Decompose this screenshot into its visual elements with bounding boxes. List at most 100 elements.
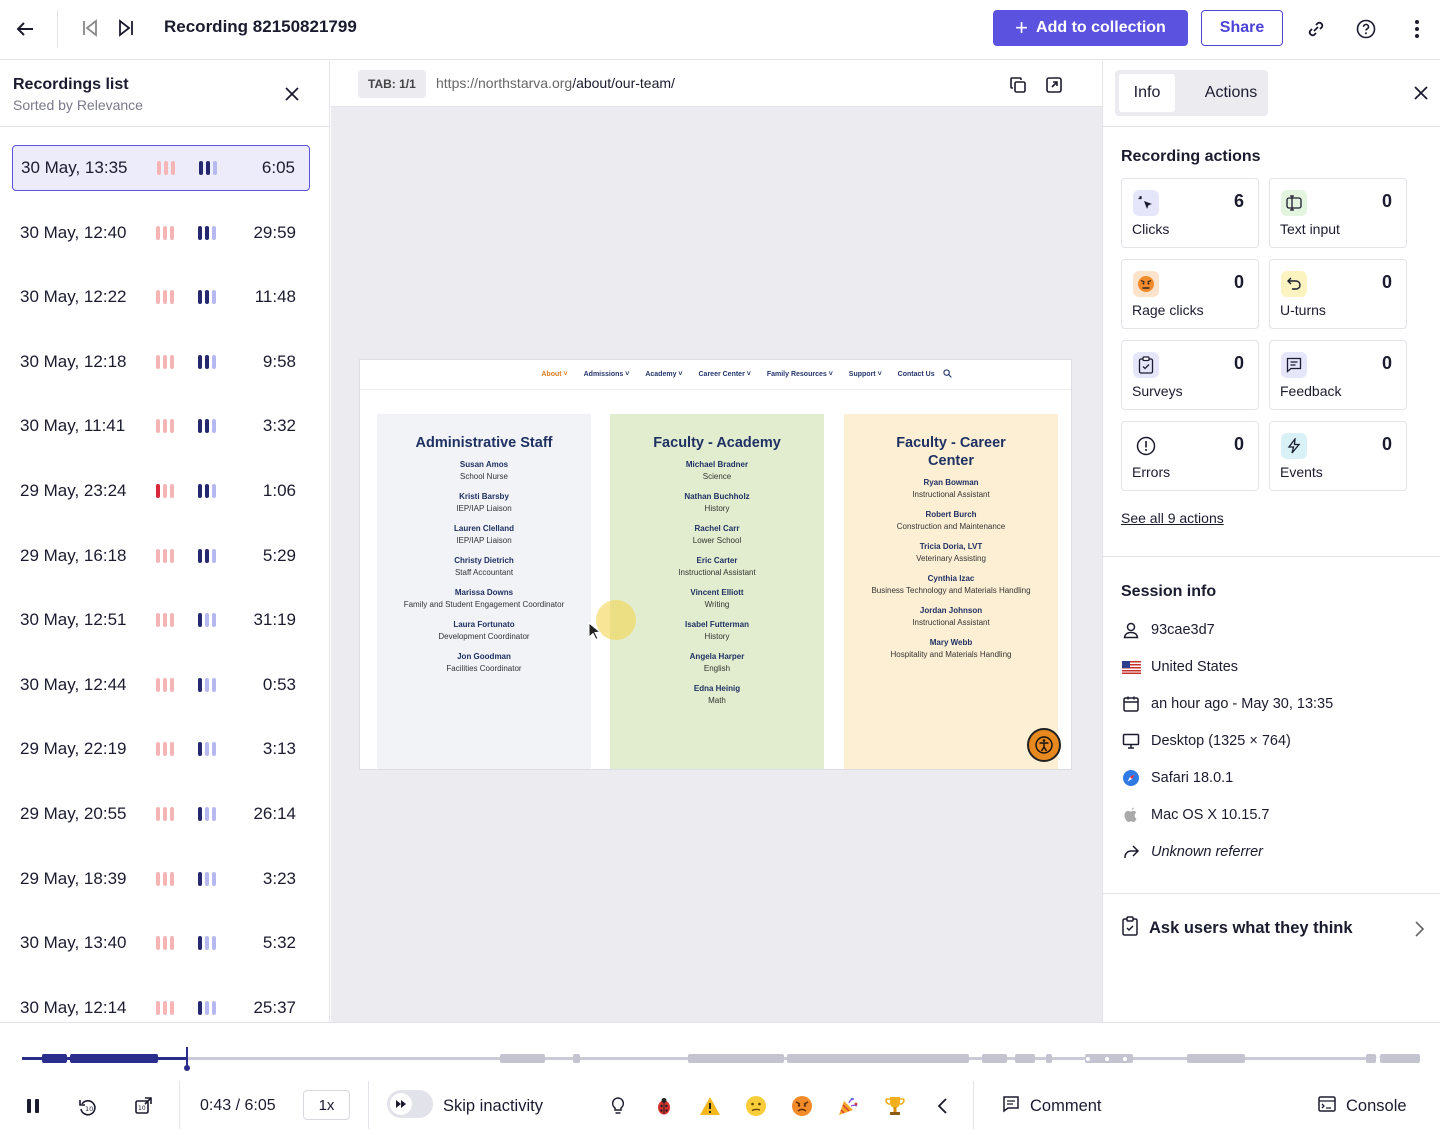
recording-item[interactable]: 30 May, 12:22 11:48 [12, 274, 310, 320]
recording-item[interactable]: 29 May, 23:24 1:06 [12, 468, 310, 514]
indicator-bar [198, 871, 202, 886]
speed-selector[interactable]: 1x [303, 1090, 350, 1120]
timeline-activity-segment [1380, 1054, 1420, 1063]
action-count: 0 [1381, 191, 1392, 211]
forward-10-icon[interactable]: 10 [130, 1093, 156, 1119]
recording-date: 30 May, 13:35 [21, 158, 128, 177]
indicator-bar [163, 225, 167, 240]
pause-icon[interactable] [20, 1093, 46, 1119]
recording-duration: 5:32 [262, 933, 296, 953]
frustration-bars [156, 548, 198, 563]
see-all-actions-link[interactable]: See all 9 actions [1121, 510, 1224, 526]
timeline-event-marker [1105, 1057, 1109, 1061]
recording-item[interactable]: 30 May, 12:44 0:53 [12, 662, 310, 708]
playhead[interactable] [186, 1047, 188, 1067]
action-card-events[interactable]: 0 Events [1269, 421, 1407, 491]
trophy-icon[interactable] [882, 1093, 908, 1119]
previous-recording-icon[interactable] [78, 16, 102, 40]
action-card-errors[interactable]: 0 Errors [1121, 421, 1259, 491]
recording-item[interactable]: 29 May, 16:18 5:29 [12, 533, 310, 579]
staff-name: Cynthia Izac [927, 574, 975, 583]
indicator-bar [205, 354, 209, 369]
staff-name: Rachel Carr [694, 524, 740, 533]
staff-name: Angela Harper [689, 652, 745, 661]
action-card-clicks[interactable]: 6 Clicks [1121, 178, 1259, 248]
indicator-bar [212, 548, 216, 563]
action-label: Clicks [1132, 221, 1170, 237]
activity-bars [199, 161, 241, 175]
back-arrow-icon[interactable] [12, 16, 38, 42]
frustration-bars [156, 225, 198, 240]
lightbulb-icon[interactable] [605, 1093, 631, 1119]
staff-member: Isabel Futterman History [610, 620, 824, 644]
staff-role: History [704, 632, 730, 641]
recording-duration: 6:05 [261, 158, 295, 177]
timeline-activity-segment [1085, 1054, 1133, 1063]
link-icon[interactable] [1303, 16, 1329, 42]
recording-date: 29 May, 23:24 [20, 481, 127, 500]
indicator-bar [205, 484, 209, 498]
indicator-bar [163, 354, 167, 369]
angry-face-icon[interactable] [789, 1093, 815, 1119]
indicator-bar [170, 225, 174, 240]
recording-item[interactable]: 29 May, 22:19 3:13 [12, 726, 310, 772]
tab-info[interactable]: Info [1119, 74, 1175, 112]
indicator-bar [156, 290, 160, 305]
indicator-bar [198, 677, 202, 692]
recording-item[interactable]: 30 May, 12:18 9:58 [12, 339, 310, 385]
action-card-surveys[interactable]: 0 Surveys [1121, 340, 1259, 410]
us-flag-icon [1121, 657, 1141, 677]
frustration-bars [156, 677, 198, 692]
tab-actions[interactable]: Actions [1204, 84, 1258, 101]
staff-role: Writing [704, 600, 730, 609]
help-icon[interactable] [1353, 16, 1379, 42]
recording-item[interactable]: 30 May, 12:14 25:37 [12, 985, 310, 1022]
confused-face-icon[interactable] [743, 1093, 769, 1119]
indicator-bar [170, 419, 174, 434]
rewind-10-icon[interactable]: 10 [75, 1093, 101, 1119]
add-to-collection-button[interactable]: + Add to collection [993, 10, 1188, 46]
warning-icon[interactable] [697, 1093, 723, 1119]
copy-icon[interactable] [1007, 74, 1029, 96]
recording-item[interactable]: 30 May, 13:35 6:05 [12, 145, 310, 191]
bug-icon[interactable] [651, 1093, 677, 1119]
frustration-bars [156, 419, 198, 434]
close-icon[interactable] [280, 82, 304, 106]
console-button[interactable]: Console [1318, 1093, 1407, 1119]
divider [1103, 893, 1440, 894]
action-card-text-input[interactable]: 0 Text input [1269, 178, 1407, 248]
staff-role: Development Coordinator [438, 632, 530, 641]
close-panel-icon[interactable] [1409, 81, 1433, 105]
recording-item[interactable]: 29 May, 20:55 26:14 [12, 791, 310, 837]
replayed-website[interactable]: About ˅ Admissions ˅ Academy ˅ Career Cente… [359, 359, 1072, 770]
indicator-bar [212, 1000, 216, 1015]
ask-users-button[interactable]: Ask users what they think [1121, 916, 1353, 941]
action-card-rage-clicks[interactable]: 0 Rage clicks [1121, 259, 1259, 329]
open-external-icon[interactable] [1043, 74, 1065, 96]
recording-item[interactable]: 29 May, 18:39 3:23 [12, 856, 310, 902]
comment-button[interactable]: Comment [1002, 1093, 1102, 1119]
recording-duration: 29:59 [253, 222, 296, 242]
recording-duration: 1:06 [262, 481, 296, 500]
recording-item[interactable]: 30 May, 12:40 29:59 [12, 210, 310, 256]
action-card-u-turns[interactable]: 0 U-turns [1269, 259, 1407, 329]
timeline-scrubber[interactable] [22, 1047, 1420, 1071]
skip-inactivity-toggle[interactable] [387, 1090, 433, 1118]
chevron-left-icon[interactable] [929, 1093, 955, 1119]
indicator-bar [198, 613, 202, 628]
recording-item[interactable]: 30 May, 13:40 5:32 [12, 920, 310, 966]
playhead-knob[interactable] [184, 1065, 190, 1071]
frustration-bars [156, 354, 198, 369]
more-options-icon[interactable] [1405, 16, 1429, 42]
share-button[interactable]: Share [1201, 10, 1283, 46]
party-popper-icon[interactable] [835, 1093, 861, 1119]
action-card-feedback[interactable]: 0 Feedback [1269, 340, 1407, 410]
staff-name: Eric Carter [696, 556, 738, 565]
next-recording-icon[interactable] [114, 16, 138, 40]
staff-name: Laura Fortunato [453, 620, 515, 629]
recording-item[interactable]: 30 May, 11:41 3:32 [12, 403, 310, 449]
action-count: 0 [1381, 353, 1392, 373]
action-count: 0 [1381, 434, 1392, 454]
recording-item[interactable]: 30 May, 12:51 31:19 [12, 597, 310, 643]
activity-bars [198, 225, 240, 240]
